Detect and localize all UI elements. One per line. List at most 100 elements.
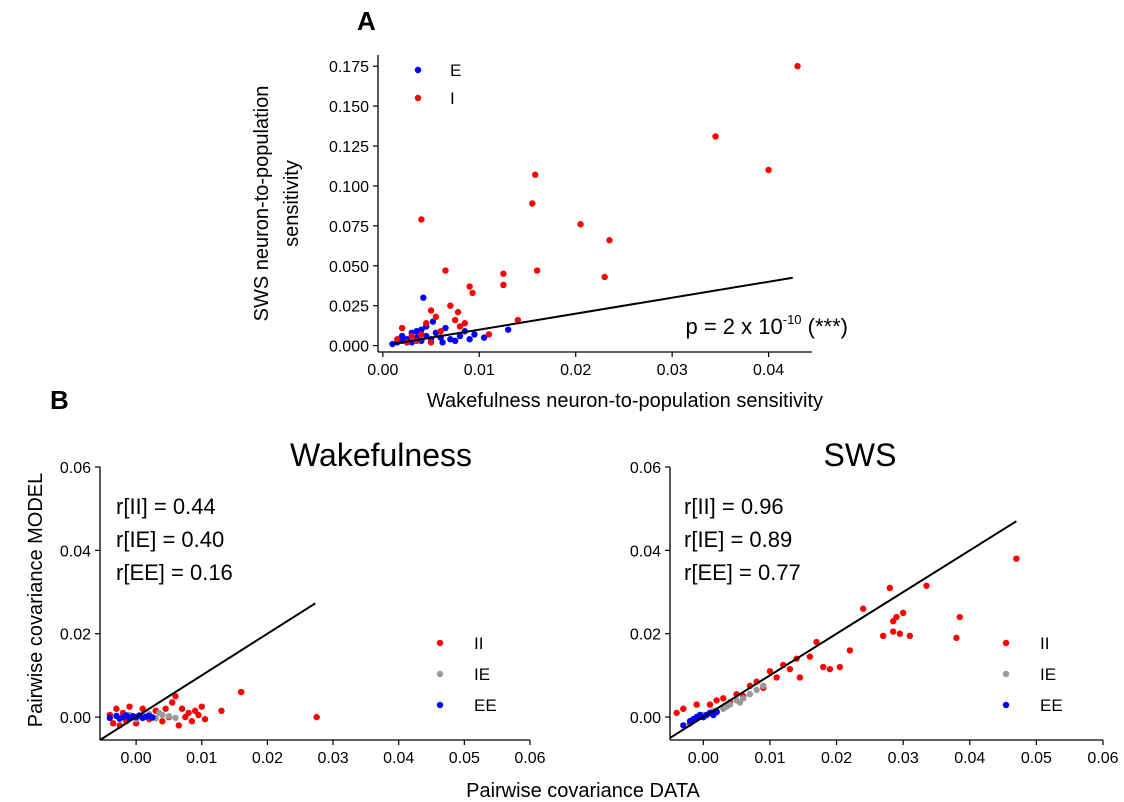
data-point-i: [442, 267, 449, 274]
x-tick-label: 0.02: [560, 362, 591, 379]
data-point-ii: [826, 665, 834, 673]
x-tick-label: 0.01: [754, 750, 785, 767]
data-point-ii: [109, 720, 117, 727]
fit-line: [669, 520, 1017, 739]
legend-label-ie: IE: [474, 665, 490, 684]
data-point-ii: [720, 695, 727, 702]
x-tick-label: 0.01: [464, 362, 495, 379]
data-point-ii: [766, 668, 774, 675]
data-point-ii: [313, 713, 320, 721]
data-point-ii: [813, 638, 820, 646]
data-point-ii: [846, 647, 854, 654]
correlation-stat: r[II] = 0.96: [684, 494, 784, 519]
correlation-stat: r[IE] = 0.89: [684, 527, 792, 552]
p-value-exponent: -10: [783, 312, 802, 327]
x-tick-label: 0.03: [317, 750, 348, 767]
data-point-i: [394, 336, 401, 343]
chart-title: Wakefulness: [290, 437, 472, 473]
data-point-i: [577, 221, 584, 228]
y-tick-label: 0.000: [329, 339, 369, 356]
shared-x-axis-label: Pairwise covariance DATA: [466, 780, 700, 802]
y-tick-label: 0.125: [329, 139, 369, 156]
y-tick-label: 0.100: [329, 179, 369, 196]
data-point-e: [432, 329, 440, 337]
y-axis-label: SWS neuron-to-population: [251, 86, 273, 322]
data-point-ii: [126, 703, 133, 710]
data-point-i: [485, 331, 493, 338]
data-point-ii: [713, 697, 720, 704]
data-point-ii: [113, 705, 120, 712]
data-point-ii: [893, 613, 900, 621]
legend-label-ee: EE: [474, 696, 497, 715]
data-point-ee: [149, 714, 156, 721]
legend-label-e: E: [450, 61, 461, 80]
data-point-i: [398, 324, 406, 332]
y-tick-label: 0.075: [329, 219, 369, 236]
y-tick-label: 0.06: [630, 460, 661, 477]
data-point-ie: [723, 703, 730, 710]
y-tick-label: 0.02: [630, 627, 661, 644]
x-tick-label: 0.02: [821, 750, 852, 767]
data-point-i: [456, 323, 464, 330]
data-point-i: [500, 270, 507, 277]
data-point-ii: [218, 707, 225, 715]
chart-title: SWS: [824, 437, 897, 473]
data-point-i: [418, 331, 425, 338]
legend-label-ii: II: [474, 634, 483, 653]
data-point-e: [398, 332, 406, 340]
legend-marker-ee: [1002, 701, 1010, 709]
x-tick-label: 0.03: [888, 750, 919, 767]
y-axis-label: Pairwise covariance MODEL: [25, 473, 47, 728]
legend-marker-e: [414, 66, 422, 74]
data-point-e: [480, 334, 488, 341]
scatter-chart-a: 0.00 0.01 0.02 0.03 0.04 0.000 0.025 0.050 0.075…: [251, 55, 848, 412]
y-tick-label: 0.06: [60, 460, 91, 477]
data-point-ii: [879, 632, 887, 640]
data-point-ie: [753, 686, 760, 694]
y-tick-label: 0.050: [329, 259, 369, 276]
data-point-i: [514, 316, 522, 324]
data-point-i: [532, 171, 539, 178]
y-tick-label: 0.04: [60, 543, 91, 560]
data-point-i: [794, 62, 801, 70]
y-tick-label: 0.02: [60, 627, 91, 644]
data-point-i: [437, 328, 444, 335]
data-point-ii: [693, 701, 700, 708]
x-axis-label: Wakefulness neuron-to-population sensiti…: [427, 390, 823, 412]
data-point-ii: [786, 665, 794, 673]
data-point-ii: [836, 663, 844, 671]
data-point-ii: [956, 613, 963, 621]
data-point-e: [418, 326, 425, 333]
data-point-i: [765, 166, 772, 174]
legend-marker-ie: [436, 670, 444, 678]
data-point-ii: [673, 709, 680, 717]
correlation-stat: r[EE] = 0.16: [116, 560, 233, 585]
data-point-i: [712, 133, 719, 140]
data-point-ii: [201, 715, 209, 723]
legend-label-i: I: [450, 89, 455, 108]
x-tick-label: 0.04: [753, 362, 784, 379]
x-tick-label: 0.00: [688, 750, 719, 767]
data-point-ie: [760, 682, 767, 690]
data-point-ii: [796, 674, 804, 681]
x-tick-label: 0.03: [657, 362, 688, 379]
x-tick-label: 0.01: [186, 750, 217, 767]
data-point-ii: [820, 663, 827, 671]
data-point-ii: [159, 718, 166, 725]
data-point-i: [432, 313, 440, 321]
x-tick-label: 0.05: [1021, 750, 1052, 767]
data-point-ie: [155, 709, 163, 717]
y-tick-label: 0.025: [329, 299, 369, 316]
data-point-ii: [680, 705, 687, 712]
data-point-ie: [736, 699, 744, 706]
data-point-ii: [172, 693, 179, 700]
x-tick-label: 0.04: [954, 750, 985, 767]
data-point-i: [418, 216, 425, 223]
data-point-ii: [773, 674, 780, 681]
data-point-ii: [188, 718, 196, 725]
data-point-ii: [896, 630, 904, 637]
data-point-ii: [953, 634, 960, 642]
data-point-i: [533, 267, 541, 274]
data-point-e: [447, 336, 454, 343]
data-point-i: [408, 332, 415, 340]
